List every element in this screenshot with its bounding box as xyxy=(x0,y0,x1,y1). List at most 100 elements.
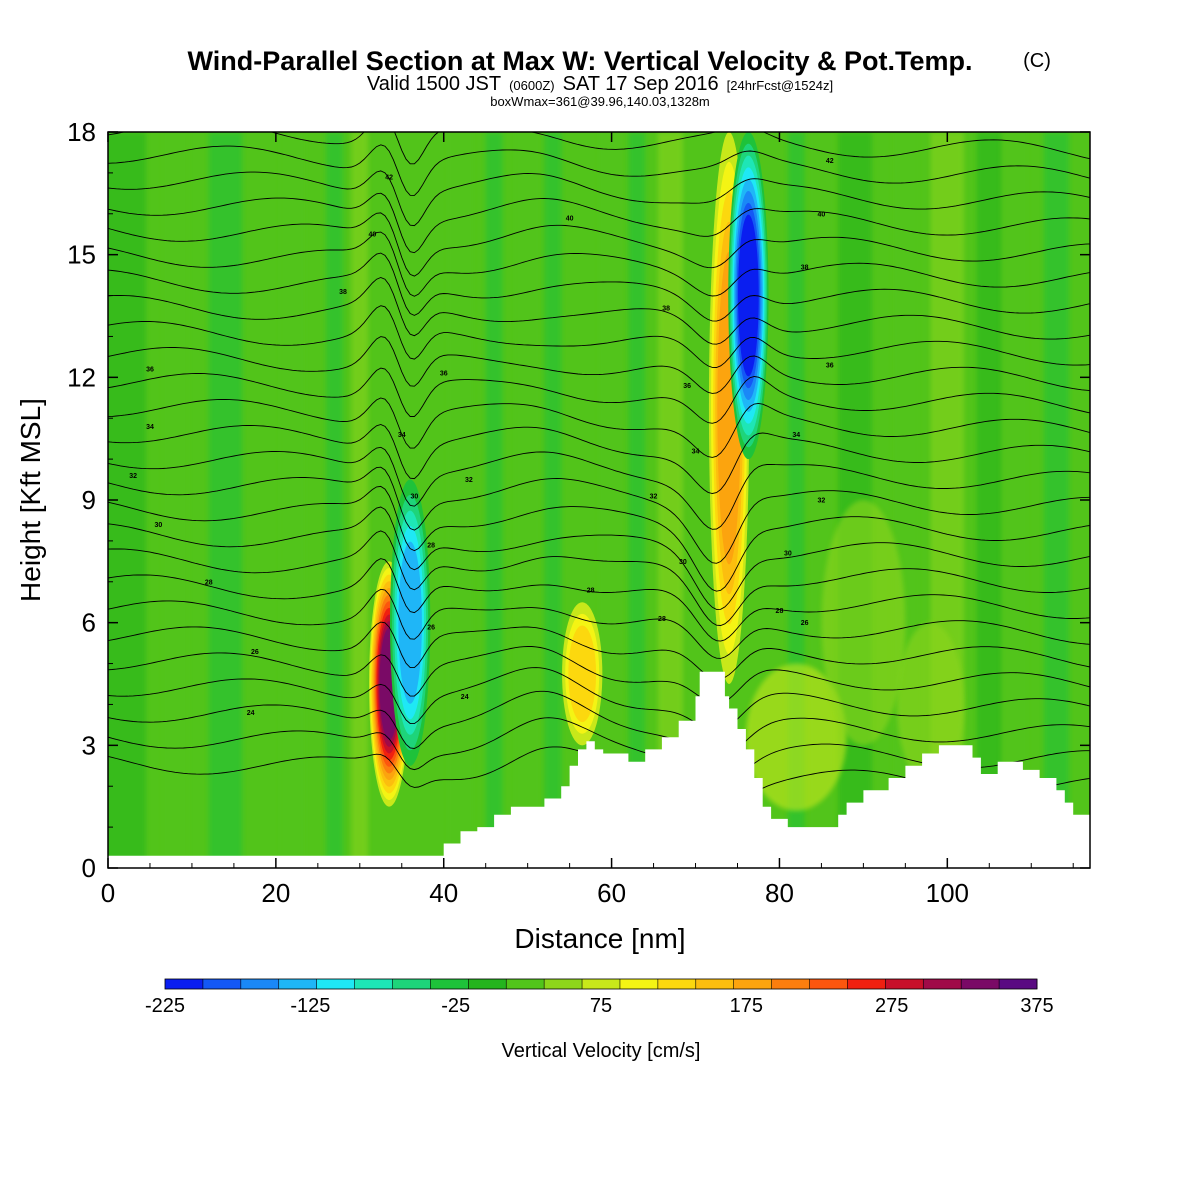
contour-label: 36 xyxy=(440,371,448,378)
contour-label: 28 xyxy=(587,587,595,594)
contour-label: 38 xyxy=(339,289,347,296)
colorbar-swatch xyxy=(582,979,621,989)
contour-label: 26 xyxy=(801,620,809,627)
contour-label: 30 xyxy=(784,551,792,558)
contour-labels: 42 40 40 42 40 38 38 38 36 36 36 36 34 34 34 34 32 32 32 32… xyxy=(129,158,834,717)
contour-label: 30 xyxy=(679,559,687,566)
contour-label: 34 xyxy=(398,432,406,439)
contour-label: 30 xyxy=(154,522,162,529)
colorbar-swatch xyxy=(544,979,583,989)
contour-label: 42 xyxy=(826,158,834,165)
contour-label: 32 xyxy=(465,477,473,484)
theta-contour-line xyxy=(108,621,1090,680)
chart-box-info: boxWmax=361@39.96,140.03,1328m xyxy=(490,94,710,109)
theta-contour-line xyxy=(108,466,1090,564)
contour-label: 38 xyxy=(662,305,670,312)
colorbar-swatch xyxy=(354,979,393,989)
theta-contour-line xyxy=(108,588,1090,659)
contour-label: 36 xyxy=(146,367,154,374)
x-tick-label: 0 xyxy=(101,878,115,908)
y-tick-label: 12 xyxy=(67,362,96,392)
colorbar-swatch xyxy=(961,979,1000,989)
colorbar-swatch xyxy=(316,979,356,989)
colorbar-swatch xyxy=(468,979,507,989)
theta-contour-line xyxy=(108,212,1090,277)
colorbar-swatch xyxy=(240,979,280,989)
theta-contour-line xyxy=(108,530,1090,626)
field-streak xyxy=(976,132,1002,868)
field-streak xyxy=(515,132,541,868)
theta-contour-line xyxy=(108,336,1090,394)
contour-label: 34 xyxy=(792,432,800,439)
contour-label: 42 xyxy=(385,174,393,181)
theta-contour-line xyxy=(108,144,1090,196)
colorbar-tick-label: 175 xyxy=(730,995,763,1017)
contour-label: 40 xyxy=(566,215,574,222)
x-tick-label: 20 xyxy=(261,878,290,908)
downdraft-core xyxy=(738,214,759,377)
colorbar-swatch xyxy=(771,979,811,989)
field-streak xyxy=(599,132,625,868)
contour-label: 34 xyxy=(146,424,154,431)
contour-label: 24 xyxy=(461,694,469,701)
chart-subtitle: Valid 1500 JST (0600Z) SAT 17 Sep 2016 [… xyxy=(367,73,833,95)
contour-label: 28 xyxy=(658,616,666,623)
theta-contour-line xyxy=(108,192,1090,254)
colorbar-swatch xyxy=(278,979,318,989)
y-tick-label: 6 xyxy=(82,608,96,638)
contour-label: 32 xyxy=(129,473,137,480)
theta-contour-line xyxy=(108,506,1090,610)
x-tick-label: 60 xyxy=(597,878,626,908)
field-streak xyxy=(326,132,344,868)
valid-date: SAT 17 Sep 2016 xyxy=(563,73,719,95)
contour-label: 36 xyxy=(826,363,834,370)
valid-time-utc: (0600Z) xyxy=(509,78,555,93)
contour-label: 28 xyxy=(427,542,435,549)
contour-label: 34 xyxy=(692,448,700,455)
colorbar-swatch xyxy=(695,979,735,989)
y-tick-label: 9 xyxy=(82,485,96,515)
colorbar-swatch xyxy=(619,979,659,989)
contour-label: 28 xyxy=(776,608,784,615)
y-tick-label: 15 xyxy=(67,240,96,270)
contour-label: 32 xyxy=(650,493,658,500)
theta-contour-line xyxy=(108,646,1090,705)
colorbar-tick-label: -225 xyxy=(145,995,185,1017)
colorbar-tick-label: 75 xyxy=(590,995,612,1017)
field-streak xyxy=(280,132,306,868)
colorbar-swatch xyxy=(999,979,1038,989)
contour-label: 36 xyxy=(683,383,691,390)
plot-area: 42 40 40 42 40 38 38 38 36 36 36 36 34 34 34 34 32 32 32 32… xyxy=(107,131,1091,869)
theta-contour-line xyxy=(108,690,1090,760)
theta-contour-line xyxy=(108,231,1090,297)
colorbar-tick-label: 275 xyxy=(875,995,908,1017)
field-blob xyxy=(745,663,847,811)
forecast-info: [24hrFcst@1524z] xyxy=(727,78,833,93)
colorbar: -225 -125 -25 75 175 275 375 xyxy=(145,978,1054,1017)
theta-contour-line xyxy=(108,424,1090,494)
x-tick-label: 40 xyxy=(429,878,458,908)
y-tick-label: 18 xyxy=(67,117,96,147)
theta-contour-line xyxy=(108,252,1090,322)
contour-label: 40 xyxy=(368,232,376,239)
colorbar-swatch xyxy=(202,979,242,989)
contour-label: 30 xyxy=(410,493,418,500)
colorbar-frame xyxy=(164,978,1038,990)
colorbar-swatch xyxy=(392,979,431,989)
chart-title-mark: (C) xyxy=(1023,50,1051,72)
colorbar-swatch xyxy=(733,979,773,989)
theta-contour-line xyxy=(108,558,1090,642)
x-tick-label: 100 xyxy=(926,878,969,908)
updraft-core xyxy=(568,625,597,723)
field-blob xyxy=(821,500,906,746)
theta-contour-line xyxy=(108,667,1090,732)
theta-contour-line xyxy=(108,170,1090,227)
field-streak xyxy=(162,132,188,868)
colorbar-tick-label: -25 xyxy=(441,995,470,1017)
colorbar-swatch xyxy=(506,979,545,989)
contour-label: 40 xyxy=(818,211,826,218)
colorbar-swatch xyxy=(430,979,469,989)
theta-contour-line xyxy=(108,397,1090,458)
x-axis: 0 20 40 60 80 100 xyxy=(101,132,1074,908)
